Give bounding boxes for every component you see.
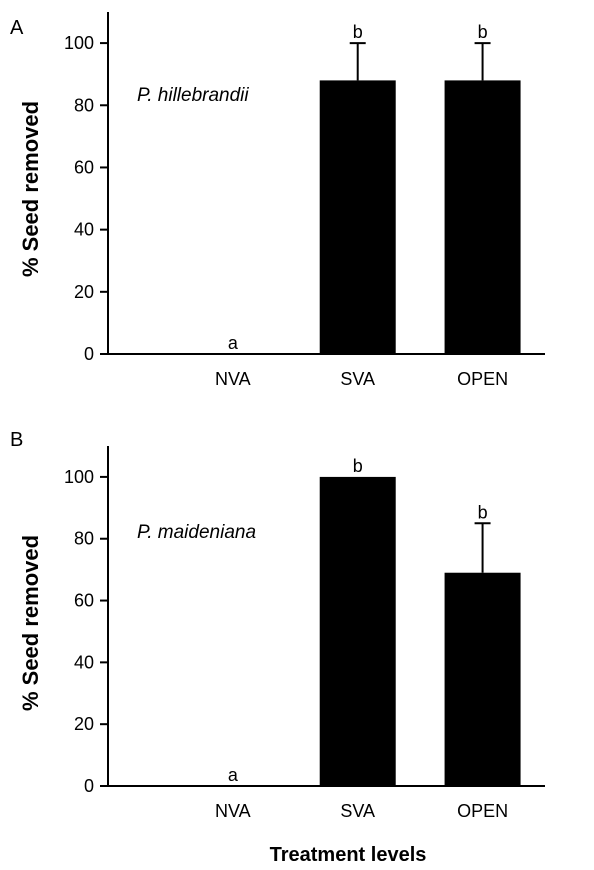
y-tick-label: 40	[74, 220, 94, 240]
panel-letter: A	[10, 17, 24, 39]
significance-label: b	[353, 456, 363, 476]
significance-label: a	[228, 765, 239, 785]
bar-sva	[319, 476, 396, 786]
bar-open	[444, 80, 521, 355]
x-tick-label: OPEN	[457, 369, 508, 389]
x-tick-label: SVA	[340, 369, 375, 389]
y-tick-label: 100	[64, 33, 94, 53]
significance-label: b	[478, 502, 488, 522]
x-tick-label: SVA	[340, 801, 375, 821]
x-tick-label: NVA	[215, 801, 251, 821]
y-tick-label: 0	[84, 776, 94, 796]
panel-b: B P. maideniana % Seed removed 0 20 40 60 80…	[10, 429, 545, 821]
significance-label: b	[478, 22, 488, 42]
y-tick-label: 40	[74, 652, 94, 672]
y-tick-label: 80	[74, 529, 94, 549]
y-tick-label: 0	[84, 344, 94, 364]
panel-a: A P. hillebrandii % Seed removed 0 20 40 60…	[10, 12, 545, 389]
y-tick-label: 100	[64, 467, 94, 487]
y-tick-label: 60	[74, 591, 94, 611]
y-axis-title: % Seed removed	[18, 535, 43, 711]
bar-open	[444, 572, 521, 786]
x-axis-title: Treatment levels	[270, 844, 427, 866]
significance-label: b	[353, 22, 363, 42]
x-tick-label: NVA	[215, 369, 251, 389]
y-axis-title: % Seed removed	[18, 101, 43, 277]
significance-label: a	[228, 333, 239, 353]
bar-sva	[319, 80, 396, 355]
y-tick-label: 60	[74, 157, 94, 177]
y-tick-label: 80	[74, 95, 94, 115]
y-tick-label: 20	[74, 714, 94, 734]
species-label: P. maideniana	[137, 522, 256, 543]
y-tick-label: 20	[74, 282, 94, 302]
panel-letter: B	[10, 429, 23, 451]
x-tick-label: OPEN	[457, 801, 508, 821]
species-label: P. hillebrandii	[137, 85, 249, 106]
